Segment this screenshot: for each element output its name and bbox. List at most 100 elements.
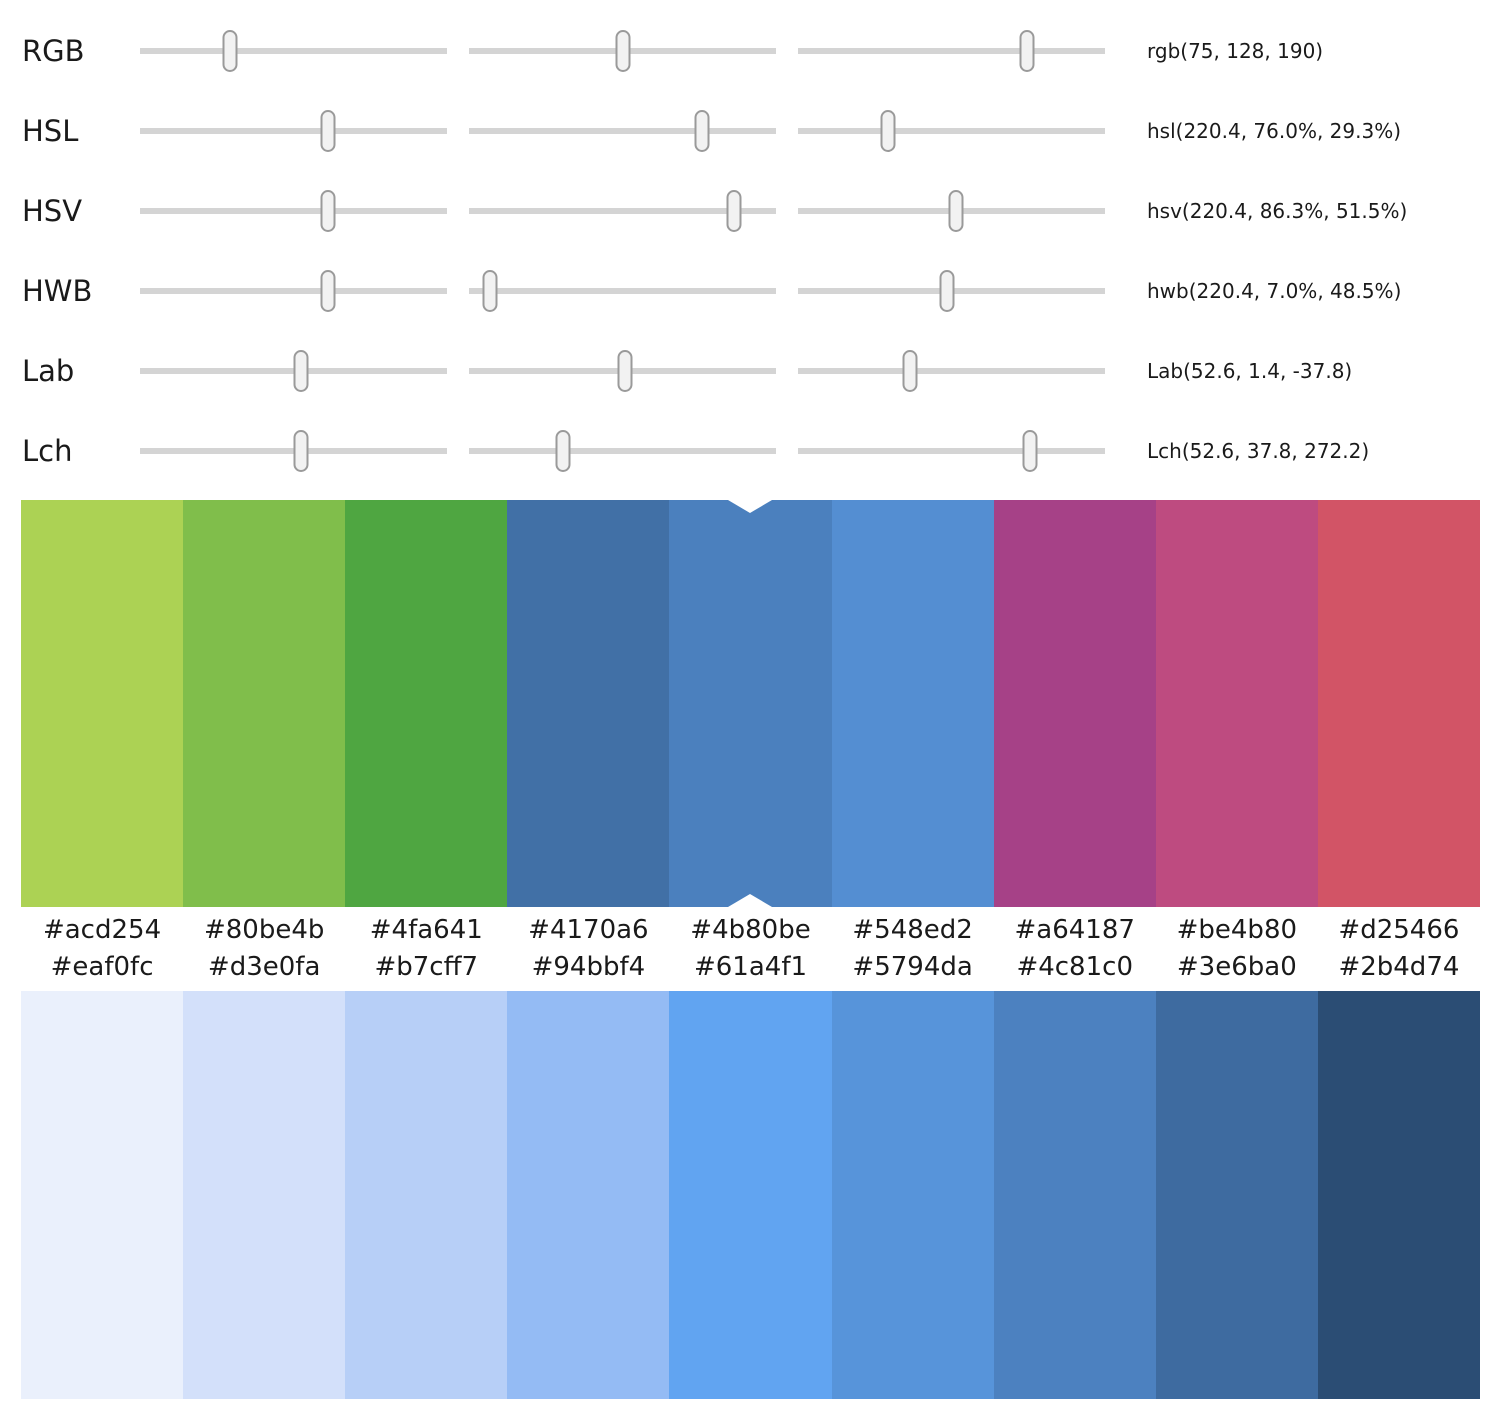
lightness-swatch-7[interactable] — [1155, 991, 1318, 1399]
hue-swatch-4-selected[interactable] — [669, 500, 832, 907]
colorspace-label-lch: Lch — [22, 433, 73, 468]
hex-label: #a64187 — [1014, 915, 1135, 945]
hex-label: #5794da — [852, 952, 973, 982]
slider-panel: RGB rgb(75, 128, 190) HSL hsl(220.4, — [0, 0, 1501, 491]
slider-track[interactable] — [798, 128, 1105, 134]
slider-row-lab: Lab Lab(52.6, 1.4, -37.8) — [0, 331, 1501, 411]
slider-handle[interactable] — [1022, 430, 1038, 472]
lightness-swatch-0[interactable] — [21, 991, 184, 1399]
slider-track[interactable] — [140, 208, 447, 214]
hue-swatch-0[interactable] — [21, 500, 184, 907]
lightness-swatch-5[interactable] — [831, 991, 994, 1399]
hex-label: #94bbf4 — [531, 952, 646, 982]
hue-swatch-6[interactable] — [993, 500, 1156, 907]
hue-swatch-1[interactable] — [183, 500, 346, 907]
hsl-s-slider[interactable] — [469, 109, 776, 153]
hex-label: #eaf0fc — [50, 952, 154, 982]
lightness-swatch-3[interactable] — [507, 991, 670, 1399]
slider-track[interactable] — [469, 448, 776, 454]
slider-handle[interactable] — [617, 350, 633, 392]
lightness-swatch-4[interactable] — [669, 991, 832, 1399]
slider-handle[interactable] — [320, 110, 336, 152]
lightness-swatch-6[interactable] — [993, 991, 1156, 1399]
slider-handle[interactable] — [1019, 30, 1035, 72]
slider-handle[interactable] — [222, 30, 238, 72]
hwb-w-slider[interactable] — [469, 269, 776, 313]
selected-marker-down-icon — [728, 500, 773, 513]
slider-handle[interactable] — [482, 270, 498, 312]
slider-track[interactable] — [140, 368, 447, 374]
lightness-swatch-2[interactable] — [345, 991, 508, 1399]
slider-track[interactable] — [140, 128, 447, 134]
slider-track[interactable] — [798, 368, 1105, 374]
hex-label: #4170a6 — [528, 915, 649, 945]
hex-label: #4b80be — [690, 915, 811, 945]
lightness-swatch-8[interactable] — [1317, 991, 1480, 1399]
hue-swatch-5[interactable] — [831, 500, 994, 907]
hsv-h-slider[interactable] — [140, 189, 447, 233]
slider-handle[interactable] — [555, 430, 571, 472]
lightness-swatch-1[interactable] — [183, 991, 346, 1399]
hex-label: #80be4b — [203, 915, 325, 945]
hue-swatch-8[interactable] — [1317, 500, 1480, 907]
slider-row-hsv: HSV hsv(220.4, 86.3%, 51.5%) — [0, 171, 1501, 251]
colorspace-label-hsl: HSL — [22, 113, 79, 148]
slider-handle[interactable] — [320, 270, 336, 312]
slider-track[interactable] — [798, 48, 1105, 54]
hex-label: #548ed2 — [852, 915, 973, 945]
rgb-g-slider[interactable] — [469, 29, 776, 73]
hue-swatch-7[interactable] — [1155, 500, 1318, 907]
slider-track[interactable] — [469, 288, 776, 294]
lightness-palette — [21, 991, 1480, 1399]
hsv-s-slider[interactable] — [469, 189, 776, 233]
lab-b-slider[interactable] — [798, 349, 1105, 393]
hsv-v-slider[interactable] — [798, 189, 1105, 233]
slider-track[interactable] — [469, 128, 776, 134]
slider-handle[interactable] — [726, 190, 742, 232]
slider-track[interactable] — [140, 288, 447, 294]
rgb-r-slider[interactable] — [140, 29, 447, 73]
hue-swatch-3[interactable] — [507, 500, 670, 907]
hex-label: #61a4f1 — [693, 952, 808, 982]
slider-track[interactable] — [140, 48, 447, 54]
lch-value-readout: Lch(52.6, 37.8, 272.2) — [1147, 439, 1370, 463]
colorspace-label-hwb: HWB — [22, 273, 93, 308]
hwb-b-slider[interactable] — [798, 269, 1105, 313]
hwb-h-slider[interactable] — [140, 269, 447, 313]
slider-handle[interactable] — [880, 110, 896, 152]
slider-handle[interactable] — [694, 110, 710, 152]
hex-label: #d25466 — [1338, 915, 1460, 945]
slider-handle[interactable] — [293, 430, 309, 472]
hex-label: #4c81c0 — [1016, 952, 1133, 982]
slider-handle[interactable] — [320, 190, 336, 232]
lch-c-slider[interactable] — [469, 429, 776, 473]
hex-label: #be4b80 — [1176, 915, 1298, 945]
slider-handle[interactable] — [293, 350, 309, 392]
rgb-b-slider[interactable] — [798, 29, 1105, 73]
lab-l-slider[interactable] — [140, 349, 447, 393]
hue-palette — [21, 500, 1480, 907]
slider-track[interactable] — [798, 448, 1105, 454]
hsl-l-slider[interactable] — [798, 109, 1105, 153]
lab-value-readout: Lab(52.6, 1.4, -37.8) — [1147, 359, 1353, 383]
lightness-hex-row: #eaf0fc #d3e0fa #b7cff7 #94bbf4 #61a4f1 … — [21, 947, 1480, 991]
lch-l-slider[interactable] — [140, 429, 447, 473]
slider-row-hwb: HWB hwb(220.4, 7.0%, 48.5%) — [0, 251, 1501, 331]
hex-label: #4fa641 — [369, 915, 483, 945]
hwb-value-readout: hwb(220.4, 7.0%, 48.5%) — [1147, 279, 1402, 303]
slider-track[interactable] — [469, 208, 776, 214]
slider-handle[interactable] — [902, 350, 918, 392]
slider-handle[interactable] — [939, 270, 955, 312]
slider-handle[interactable] — [948, 190, 964, 232]
lab-a-slider[interactable] — [469, 349, 776, 393]
hue-swatch-2[interactable] — [345, 500, 508, 907]
hsl-value-readout: hsl(220.4, 76.0%, 29.3%) — [1147, 119, 1402, 143]
rgb-value-readout: rgb(75, 128, 190) — [1147, 39, 1324, 63]
slider-track[interactable] — [140, 448, 447, 454]
hsl-h-slider[interactable] — [140, 109, 447, 153]
selected-marker-up-icon — [728, 894, 773, 907]
slider-handle[interactable] — [615, 30, 631, 72]
lch-h-slider[interactable] — [798, 429, 1105, 473]
colorspace-label-hsv: HSV — [22, 193, 83, 228]
slider-row-lch: Lch Lch(52.6, 37.8, 272.2) — [0, 411, 1501, 491]
